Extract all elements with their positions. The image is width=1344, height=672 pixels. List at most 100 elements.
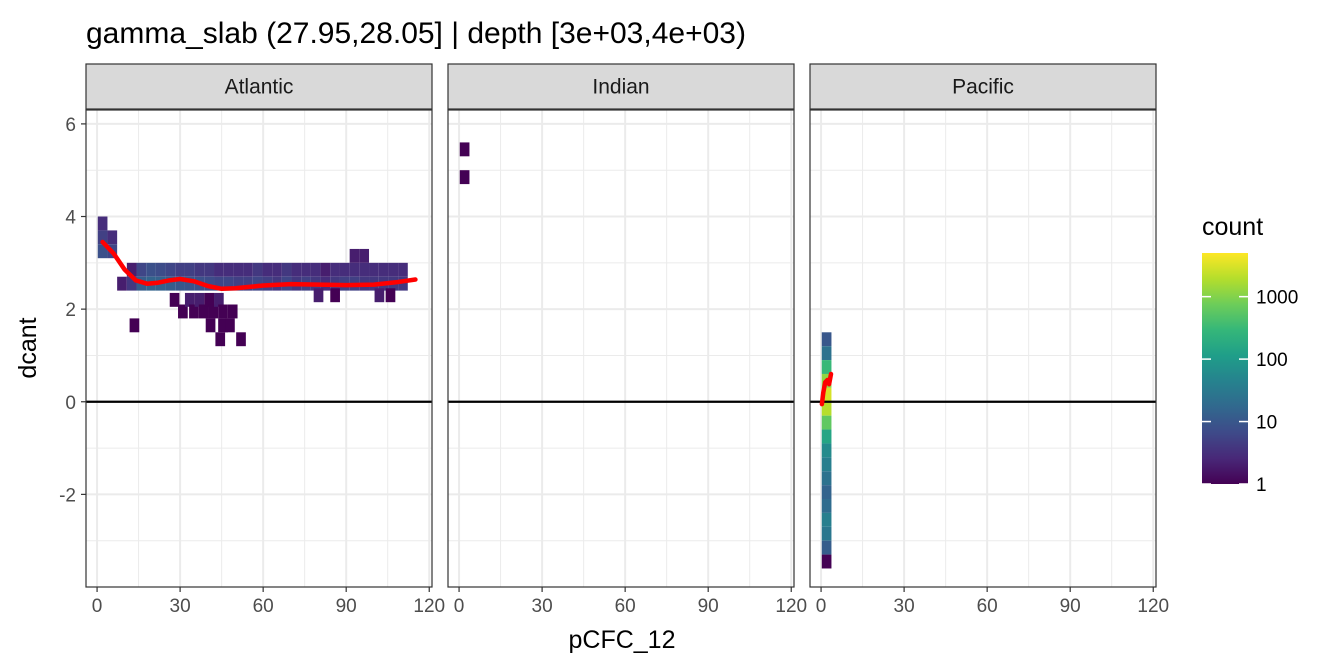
heatmap-bin: [821, 499, 832, 513]
heatmap-bin: [821, 401, 832, 416]
heatmap-bin: [223, 276, 234, 291]
y-tick-label: 0: [65, 393, 76, 414]
legend-colorbar: [1202, 253, 1248, 484]
heatmap-bin: [175, 262, 185, 277]
x-tick-label: 0: [454, 596, 465, 617]
heatmap-bin: [821, 429, 832, 444]
y-tick-label: 2: [65, 300, 76, 321]
panel-background: [810, 110, 1156, 587]
color-legend: count 1 10 100 1000: [1202, 213, 1298, 496]
x-axis-title: pCFC_12: [569, 626, 676, 654]
heatmap-bin: [146, 262, 156, 277]
facet-strip-label: Pacific: [952, 76, 1014, 99]
heatmap-bin: [205, 318, 216, 333]
facet-strip: [85, 63, 433, 110]
heatmap-bin: [194, 292, 205, 307]
x-tick-label: 0: [816, 596, 827, 617]
panel-border: [809, 109, 1157, 588]
heatmap-bin: [252, 262, 263, 277]
heatmap-bin: [97, 230, 108, 245]
heatmap-bin: [117, 276, 127, 291]
heatmap-bin: [243, 276, 253, 291]
heatmap-bin: [459, 142, 470, 157]
heatmap-bin: [272, 262, 282, 277]
y-tick-label: -2: [59, 485, 76, 506]
heatmap-bin: [178, 304, 188, 319]
panel-border: [447, 109, 795, 588]
heatmap-bin: [398, 276, 408, 291]
heatmap-bin: [281, 262, 292, 277]
heatmap-bin: [126, 276, 137, 291]
heatmap-bin: [214, 262, 224, 277]
heatmap-bin: [184, 262, 195, 277]
heatmap-bin: [184, 276, 195, 291]
heatmap-bin: [821, 457, 832, 472]
x-tick-label: 60: [253, 596, 274, 617]
panel-background: [448, 110, 794, 587]
x-tick-label: 30: [532, 596, 553, 617]
heatmap-bin: [136, 262, 147, 277]
heatmap-bin: [821, 485, 832, 500]
heatmap-bin: [169, 292, 180, 307]
heatmap-bin: [821, 387, 832, 402]
heatmap-bin: [330, 262, 340, 277]
x-tick-label: 90: [698, 596, 719, 617]
heatmap-bin: [398, 262, 408, 277]
facet-panel-atlantic: Atlantic 0 30 60 90 120 -2 0 2 4 6: [59, 63, 445, 617]
heatmap-bin: [165, 262, 176, 277]
heatmap-bin: [129, 318, 140, 333]
heatmap-bin: [214, 292, 224, 307]
heatmap-bin: [198, 304, 209, 319]
heatmap-bin: [821, 332, 832, 347]
facet-strip-label: Indian: [592, 76, 649, 99]
x-tick-label: 120: [775, 596, 807, 617]
heatmap-bin: [204, 276, 215, 291]
legend-label: 1: [1256, 475, 1267, 496]
chart-title: gamma_slab (27.95,28.05] | depth [3e+03,…: [86, 17, 746, 50]
heatmap-bin: [204, 292, 215, 307]
x-tick-label: 0: [92, 596, 103, 617]
heatmap-bin: [821, 540, 832, 555]
x-tick-label: 90: [1060, 596, 1081, 617]
heatmap-bin: [821, 554, 832, 569]
heatmap-bin: [821, 512, 832, 527]
heatmap-bin: [194, 262, 205, 277]
y-tick-label: 6: [65, 115, 76, 136]
heatmap-bin: [233, 276, 244, 291]
x-tick-label: 120: [1137, 596, 1169, 617]
smooth-trend-line: [819, 371, 834, 407]
heatmap-bin: [821, 526, 832, 541]
heatmap-bin: [359, 248, 370, 263]
heatmap-bin: [107, 230, 118, 245]
y-axis-title: dcant: [14, 317, 42, 378]
heatmap-bin: [225, 318, 235, 333]
heatmap-bin: [175, 276, 185, 291]
heatmap-bin: [374, 288, 385, 303]
panel-background: [86, 110, 432, 587]
heatmap-bin: [359, 262, 370, 277]
heatmap-bin: [252, 276, 263, 291]
heatmap-bin: [243, 262, 253, 277]
heatmap-bin: [388, 262, 399, 277]
heatmap-bin: [155, 262, 166, 277]
heatmap-bin: [204, 262, 215, 277]
heatmap-bin: [385, 288, 396, 303]
x-tick-label: 120: [413, 596, 445, 617]
heatmap-bin: [320, 262, 331, 277]
heatmap-bin: [97, 216, 108, 231]
heatmap-bin: [349, 248, 360, 263]
heatmap-bin: [189, 304, 199, 319]
heatmap-bin: [223, 262, 234, 277]
heatmap-bin: [310, 262, 321, 277]
heatmap-bin: [378, 262, 389, 277]
heatmap-bin: [459, 170, 470, 185]
heatmap-bin: [214, 276, 224, 291]
smooth-trend-line: [100, 239, 418, 292]
x-tick-label: 30: [894, 596, 915, 617]
facet-strip: [447, 63, 795, 110]
heatmap-bin: [349, 262, 360, 277]
heatmap-bin: [165, 276, 176, 291]
panel-border: [85, 109, 433, 588]
legend-title: count: [1202, 213, 1263, 241]
